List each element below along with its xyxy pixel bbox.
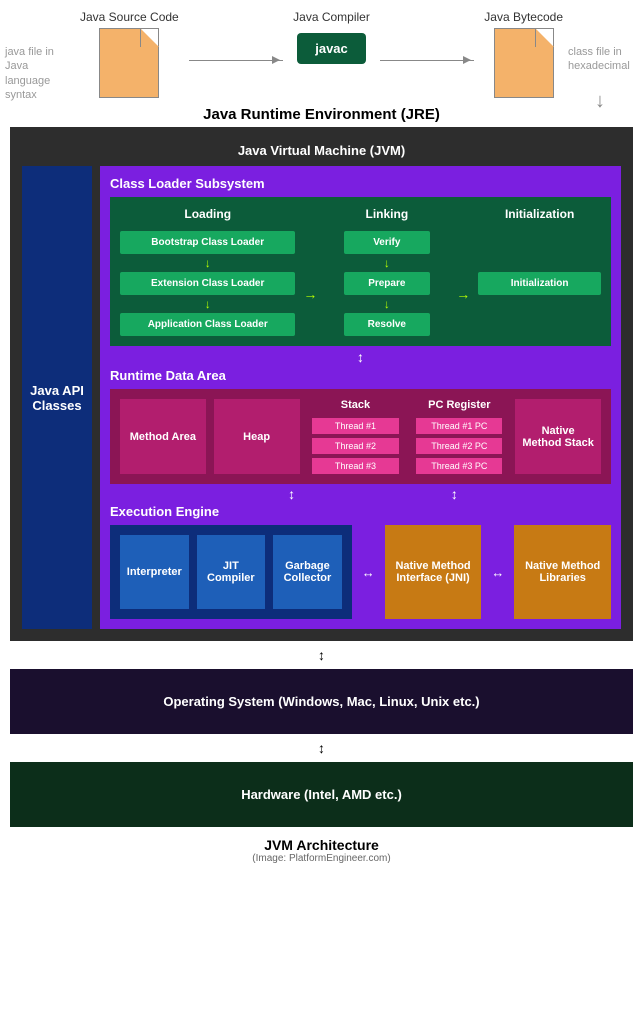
- heap: Heap: [214, 399, 300, 474]
- java-file-icon: [99, 28, 159, 98]
- harrow-icon: ↔: [491, 525, 504, 619]
- linking-column: Linking Verify ↓ Prepare ↓ Resolve: [325, 207, 448, 336]
- harrow-icon: ↔: [362, 525, 375, 619]
- pc-title: PC Register: [428, 399, 490, 411]
- arrow-to-compiler: [189, 60, 283, 61]
- pc-thread-3: Thread #3 PC: [416, 458, 502, 474]
- runtime-title: Runtime Data Area: [110, 368, 611, 383]
- os-connector-arrow: ↕: [10, 641, 633, 669]
- compiler-label: Java Compiler: [293, 10, 370, 24]
- bootstrap-loader: Bootstrap Class Loader: [120, 231, 295, 254]
- source-desc: java file in Java language syntax: [5, 45, 75, 102]
- init-column: Initialization Initialization: [478, 207, 601, 336]
- javac-box: javac: [297, 33, 366, 64]
- extension-loader: Extension Class Loader: [120, 272, 295, 295]
- garbage-collector: Garbage Collector: [273, 535, 342, 609]
- prepare-box: Prepare: [344, 272, 430, 295]
- native-method-stack: Native Method Stack: [515, 399, 601, 474]
- jre-title: Java Runtime Environment (JRE): [10, 106, 633, 123]
- arrow-down-icon: ↓: [205, 301, 211, 307]
- jvm-title: Java Virtual Machine (JVM): [22, 139, 621, 166]
- exec-title: Execution Engine: [110, 504, 611, 519]
- operating-system: Operating System (Windows, Mac, Linux, U…: [10, 669, 633, 734]
- connector-row: ↕↕: [110, 484, 611, 504]
- arrow-right-icon: →: [303, 241, 317, 302]
- resolve-box: Resolve: [344, 313, 430, 336]
- class-file-icon: [494, 28, 554, 98]
- source-code-item: Java Source Code java file in Java langu…: [80, 10, 179, 98]
- arrow-down-icon: ↓: [384, 260, 390, 266]
- native-libs-box: Native Method Libraries: [514, 525, 611, 619]
- stack-column: Stack Thread #1 Thread #2 Thread #3: [308, 399, 404, 474]
- pc-thread-1: Thread #1 PC: [416, 418, 502, 434]
- jit-compiler: JIT Compiler: [197, 535, 266, 609]
- bytecode-label: Java Bytecode: [484, 10, 563, 24]
- footer-title: JVM Architecture: [10, 837, 633, 853]
- linking-title: Linking: [365, 207, 408, 221]
- hw-connector-arrow: ↕: [10, 734, 633, 762]
- stack-thread-3: Thread #3: [312, 458, 398, 474]
- runtime-data-area: Method Area Heap Stack Thread #1 Thread …: [110, 389, 611, 484]
- loading-title: Loading: [184, 207, 231, 221]
- stack-thread-1: Thread #1: [312, 418, 398, 434]
- interpreter: Interpreter: [120, 535, 189, 609]
- method-area: Method Area: [120, 399, 206, 474]
- arrow-down-to-jre: ↓: [595, 90, 605, 113]
- init-box: Initialization: [478, 272, 601, 295]
- compiler-item: Java Compiler javac: [293, 10, 370, 64]
- arrow-to-bytecode: [380, 60, 474, 61]
- jvm-main: Class Loader Subsystem Loading Bootstrap…: [100, 166, 621, 629]
- init-title: Initialization: [505, 207, 574, 221]
- bytecode-desc: class file in hexadecimal: [568, 45, 638, 74]
- arrow-down-icon: ↓: [205, 260, 211, 266]
- pc-thread-2: Thread #2 PC: [416, 438, 502, 454]
- verify-box: Verify: [344, 231, 430, 254]
- java-api-classes: Java API Classes: [22, 166, 92, 629]
- arrow-right-icon: →: [456, 241, 470, 302]
- bytecode-item: Java Bytecode class file in hexadecimal: [484, 10, 563, 98]
- execution-row: Interpreter JIT Compiler Garbage Collect…: [110, 525, 611, 619]
- jre-container: Java Virtual Machine (JVM) Java API Clas…: [10, 127, 633, 641]
- pc-column: PC Register Thread #1 PC Thread #2 PC Th…: [411, 399, 507, 474]
- footer-sub: (Image: PlatformEngineer.com): [10, 853, 633, 864]
- stack-thread-2: Thread #2: [312, 438, 398, 454]
- jvm-body: Java API Classes Class Loader Subsystem …: [22, 166, 621, 629]
- compilation-flow: Java Source Code java file in Java langu…: [10, 10, 633, 98]
- loading-column: Loading Bootstrap Class Loader ↓ Extensi…: [120, 207, 295, 336]
- arrow-down-icon: ↓: [384, 301, 390, 307]
- stack-title: Stack: [341, 399, 370, 411]
- source-label: Java Source Code: [80, 10, 179, 24]
- jni-box: Native Method Interface (JNI): [385, 525, 482, 619]
- execution-engine: Interpreter JIT Compiler Garbage Collect…: [110, 525, 352, 619]
- connector-arrow: ↕: [110, 346, 611, 368]
- hardware: Hardware (Intel, AMD etc.): [10, 762, 633, 827]
- classloader-subsystem: Loading Bootstrap Class Loader ↓ Extensi…: [110, 197, 611, 346]
- application-loader: Application Class Loader: [120, 313, 295, 336]
- classloader-title: Class Loader Subsystem: [110, 176, 611, 191]
